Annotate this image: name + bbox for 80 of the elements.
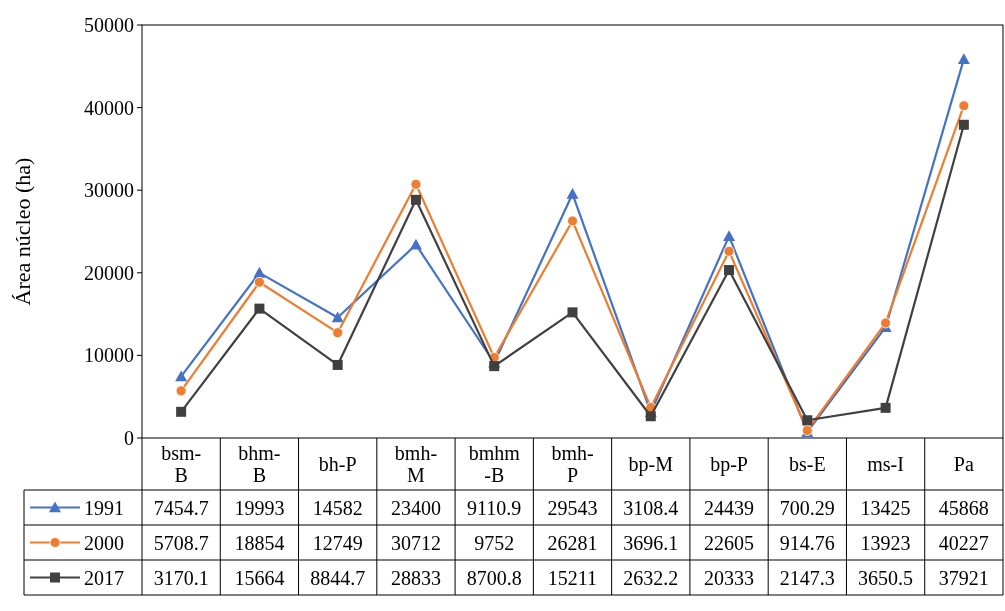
- data-label: 28833: [390, 566, 441, 589]
- y-tick-label: 10000: [84, 344, 134, 367]
- point: [880, 317, 891, 329]
- data-label: 700.29: [779, 496, 835, 519]
- data-label: 8700.8: [466, 566, 522, 589]
- point: [567, 215, 578, 227]
- data-label: 13923: [860, 531, 911, 554]
- data-label: 26281: [547, 531, 598, 554]
- point: [958, 100, 970, 112]
- data-label: 7454.7: [153, 496, 209, 519]
- data-label: 24439: [704, 496, 755, 519]
- point: [958, 119, 969, 130]
- point: [254, 303, 265, 314]
- data-label: 30712: [390, 531, 441, 554]
- point: [332, 359, 343, 370]
- data-label: 5708.7: [153, 531, 209, 554]
- point: [957, 53, 970, 64]
- point: [253, 266, 266, 278]
- point: [409, 238, 422, 250]
- data-label: 3696.1: [623, 531, 679, 554]
- data-label: 2632.2: [623, 566, 679, 589]
- x-tick-label: ms-I: [867, 453, 904, 475]
- data-label: 40227: [938, 531, 989, 554]
- data-label: 15664: [234, 566, 285, 589]
- point: [489, 361, 500, 372]
- data-label: 15211: [547, 566, 598, 589]
- point: [802, 415, 813, 426]
- point: [331, 311, 344, 323]
- legend-label: 1991: [84, 496, 124, 519]
- x-tick-label: bp-M: [628, 453, 674, 476]
- y-tick-label: 50000: [84, 14, 134, 36]
- point: [175, 385, 187, 397]
- data-label: 20333: [704, 566, 755, 589]
- point: [723, 245, 735, 257]
- data-label: 9752: [474, 531, 515, 554]
- y-tick-label: 30000: [84, 179, 134, 202]
- point: [724, 265, 735, 276]
- point: [175, 370, 188, 382]
- y-tick-label: 40000: [84, 96, 134, 119]
- data-label: 18854: [234, 531, 285, 554]
- point: [410, 194, 421, 205]
- data-label: 23400: [390, 496, 441, 519]
- x-tick-label: bmhm-B: [468, 442, 521, 486]
- y-tick-label: 20000: [84, 261, 134, 284]
- legend-label: 2000: [84, 531, 124, 554]
- data-label: 19993: [234, 496, 285, 519]
- data-label: 914.76: [779, 531, 835, 554]
- data-label: 29543: [547, 496, 598, 519]
- x-tick-label: bp-P: [710, 453, 748, 476]
- point: [410, 178, 422, 190]
- data-label: 12749: [312, 531, 363, 554]
- data-label: 14582: [312, 496, 363, 519]
- point: [880, 402, 891, 413]
- point: [176, 406, 187, 417]
- data-label: 8844.7: [310, 566, 366, 589]
- legend-label: 2017: [84, 566, 124, 589]
- data-label: 2147.3: [779, 566, 835, 589]
- point: [723, 230, 736, 241]
- data-label: 3650.5: [858, 566, 914, 589]
- point: [566, 187, 579, 199]
- data-label: 13425: [860, 496, 911, 519]
- x-tick-label: bhm-B: [238, 442, 281, 486]
- data-label: 45868: [938, 496, 989, 519]
- point: [645, 411, 656, 422]
- y-tick-label: 0: [124, 427, 134, 449]
- x-tick-label: bh-P: [318, 453, 357, 475]
- x-tick-label: bsm-B: [161, 442, 202, 486]
- x-tick-label: bmh-P: [551, 442, 594, 486]
- x-tick-label: bs-E: [788, 453, 826, 475]
- data-label: 3108.4: [623, 496, 679, 519]
- point: [332, 327, 344, 339]
- y-axis-title: Área núcleo (ha): [10, 157, 35, 306]
- x-tick-label: bmh-M: [394, 442, 438, 486]
- x-tick-label: Pa: [953, 453, 974, 475]
- data-label: 3170.1: [153, 566, 209, 589]
- data-label: 22605: [704, 531, 755, 554]
- data-label: 37921: [938, 566, 989, 589]
- data-label: 9110.9: [467, 496, 522, 519]
- point: [254, 276, 265, 288]
- point: [567, 307, 578, 318]
